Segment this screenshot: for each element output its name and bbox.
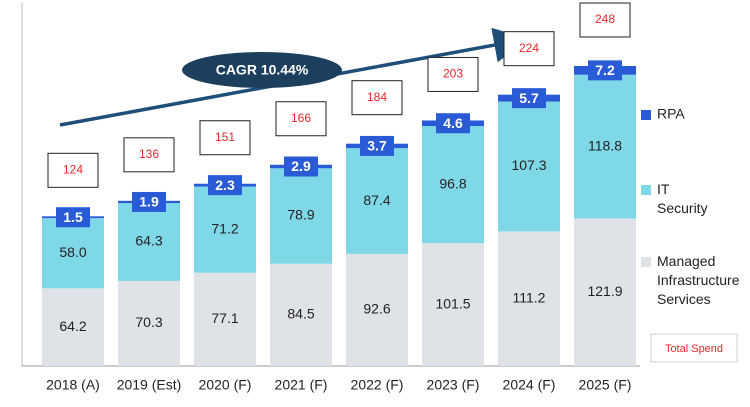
total-box <box>123 137 175 173</box>
bar-segment <box>118 203 180 281</box>
bar-segment <box>498 101 560 232</box>
value-label-box <box>588 60 622 81</box>
total-box <box>275 101 327 137</box>
legend-total-label: Total Spend <box>665 343 723 355</box>
bar-segment <box>422 126 484 244</box>
value-label-box <box>436 113 470 134</box>
legend-label: RPA <box>657 106 685 122</box>
value-label-box <box>360 135 394 156</box>
legend-total-box <box>650 333 738 363</box>
bar-segment <box>346 253 408 366</box>
value-label: 78.9 <box>287 207 314 223</box>
value-label: 121.9 <box>587 283 622 299</box>
value-label: 92.6 <box>363 301 390 317</box>
value-label: 107.3 <box>511 157 546 173</box>
value-label: 58.0 <box>59 244 86 260</box>
bar-segment <box>498 231 560 366</box>
total-label: 248 <box>595 12 615 26</box>
total-box <box>351 80 403 116</box>
value-label: 84.5 <box>287 306 314 322</box>
value-label: 101.5 <box>435 295 470 311</box>
total-label: 166 <box>291 111 311 125</box>
total-label: 151 <box>215 130 235 144</box>
total-label: 203 <box>443 67 463 81</box>
x-tick-label: 2018 (A) <box>46 377 100 393</box>
total-label: 184 <box>367 90 387 104</box>
total-box <box>579 2 631 38</box>
value-label-box <box>208 175 242 196</box>
total-label: 124 <box>63 162 83 176</box>
x-tick-label: 2022 (F) <box>351 377 404 393</box>
value-label-box <box>56 207 90 228</box>
total-box <box>199 120 251 156</box>
value-label: 96.8 <box>439 175 466 191</box>
bar-segment <box>270 263 332 366</box>
total-box <box>427 56 479 92</box>
x-tick-label: 2025 (F) <box>579 377 632 393</box>
value-label: 1.9 <box>139 194 159 210</box>
value-label: 7.2 <box>595 62 615 78</box>
legend-label: IT Security <box>657 181 708 216</box>
legend-swatch <box>641 110 651 120</box>
legend-swatch <box>641 257 651 267</box>
bar-segment <box>270 168 332 264</box>
value-label: 71.2 <box>211 220 238 236</box>
x-tick-label: 2019 (Est) <box>117 377 182 393</box>
bar-segment <box>42 218 104 289</box>
value-label: 70.3 <box>135 314 162 330</box>
value-label-box <box>512 88 546 109</box>
bar-segment <box>574 74 636 219</box>
value-label-box <box>284 156 318 177</box>
value-label: 118.8 <box>588 137 622 153</box>
value-label: 111.2 <box>513 289 546 305</box>
value-label: 64.2 <box>59 318 86 334</box>
bar-segment <box>118 280 180 366</box>
x-tick-label: 2023 (F) <box>427 377 480 393</box>
value-label: 64.3 <box>135 233 162 249</box>
bar-segment <box>42 288 104 366</box>
cagr-badge <box>182 52 342 88</box>
total-box <box>503 31 555 67</box>
value-label: 4.6 <box>443 115 463 131</box>
value-label: 1.5 <box>63 209 83 225</box>
value-label: 5.7 <box>519 90 539 106</box>
cagr-label: CAGR 10.44% <box>216 62 309 78</box>
bar-segment <box>194 186 256 273</box>
bar-segment <box>346 148 408 254</box>
bar-segment <box>194 272 256 366</box>
legend-label: Managed Infrastructure Services <box>657 253 740 307</box>
value-label: 77.1 <box>211 310 238 326</box>
bar-segment <box>422 243 484 366</box>
value-label: 2.3 <box>215 177 235 193</box>
x-tick-label: 2020 (F) <box>199 377 252 393</box>
bar-segment <box>574 218 636 366</box>
total-label: 136 <box>139 147 159 161</box>
x-tick-label: 2024 (F) <box>503 377 556 393</box>
value-label: 3.7 <box>367 138 387 154</box>
value-label-box <box>132 191 166 212</box>
value-label: 2.9 <box>291 158 311 174</box>
x-tick-label: 2021 (F) <box>275 377 328 393</box>
legend-swatch <box>641 185 651 195</box>
value-label: 87.4 <box>363 192 390 208</box>
total-box <box>47 152 99 188</box>
total-label: 224 <box>519 41 539 55</box>
